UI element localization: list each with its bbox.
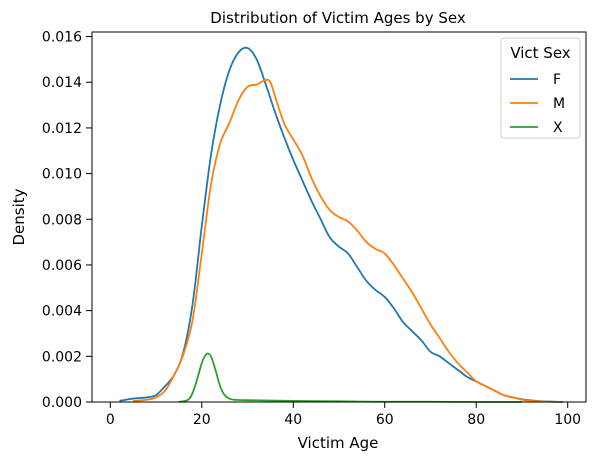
y-tick-label: 0.016 [42, 30, 82, 46]
y-tick-label: 0.006 [42, 258, 82, 274]
y-tick-label: 0.014 [42, 75, 82, 91]
legend-title: Vict Sex [510, 44, 570, 62]
x-tick-label: 100 [554, 412, 581, 428]
y-tick-label: 0.002 [42, 349, 82, 365]
y-axis: 0.000 0.002 0.004 0.006 0.008 0.010 0.012 0.014… [42, 30, 92, 411]
x-tick-label: 40 [284, 412, 302, 428]
y-tick-label: 0.010 [42, 167, 82, 183]
x-axis: 0 20 40 60 80 100 [106, 402, 581, 428]
x-tick-label: 80 [467, 412, 485, 428]
x-tick-label: 60 [376, 412, 394, 428]
legend-label-m: M [553, 96, 565, 112]
y-tick-label: 0.000 [42, 395, 82, 411]
legend-box [500, 37, 581, 139]
y-tick-label: 0.008 [42, 212, 82, 228]
y-tick-label: 0.004 [42, 304, 82, 320]
legend-label-x: X [553, 120, 563, 136]
y-tick-label: 0.012 [42, 121, 82, 137]
x-tick-label: 20 [193, 412, 211, 428]
plot-frame [91, 31, 587, 403]
y-axis-label: Density [10, 188, 28, 245]
legend-label-f: F [553, 72, 561, 88]
series-line-m [133, 78, 564, 403]
x-axis-label: Victim Age [298, 434, 379, 452]
legend: Vict Sex FMX [500, 37, 581, 139]
plot-area [119, 46, 564, 403]
x-tick-label: 0 [106, 412, 115, 428]
chart-title: Distribution of Victim Ages by Sex [210, 9, 466, 27]
